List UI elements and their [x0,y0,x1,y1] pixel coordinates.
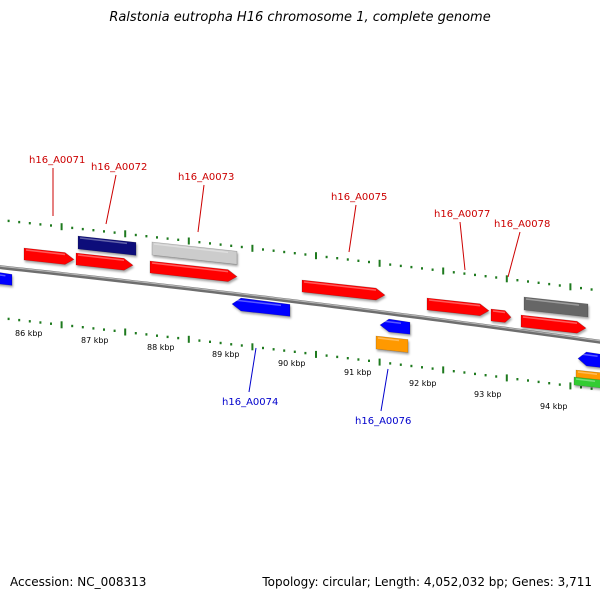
gene-label[interactable]: h16_A0078 [494,219,550,230]
gene-feature-red [490,308,512,323]
gene-feature-blue [231,297,291,317]
gene-feature-highlight [579,353,598,357]
gene-feature-highlight [525,298,580,306]
kbp-label: 93 kbp [474,390,502,399]
gene-feature-darkgray [523,296,589,318]
gene-feature-lightgray [151,241,238,265]
kbp-label: 88 kbp [147,343,175,352]
leader-line [507,231,521,278]
gene-feature-blue [0,272,13,286]
kbp-label: 89 kbp [212,350,240,359]
gene-label[interactable]: h16_A0071 [29,155,85,166]
leader-line [348,204,357,253]
gene-feature-highlight [577,371,598,376]
gene-feature-red [426,297,490,317]
kbp-label: 91 kbp [344,368,372,377]
kbp-label: 86 kbp [15,329,43,338]
gene-labels: h16_A0071 h16_A0072 h16_A0073 h16_A0075 h16_… [29,155,550,427]
kbp-label: 87 kbp [81,336,109,345]
kbp-label: 92 kbp [409,379,437,388]
kbp-label: 90 kbp [278,359,306,368]
gene-feature-highlight [575,378,596,383]
inner-tick-ring [7,317,593,390]
gene-feature-blue [577,351,600,368]
label-leader-lines [52,168,521,412]
gene-feature-highlight [522,316,578,324]
kbp-scale-labels: 86 kbp 87 kbp 88 kbp 89 kbp 90 kbp 91 kbp 92 k… [15,329,568,411]
gene-feature-highlight [0,274,6,277]
backbone-highlight [0,265,600,342]
map-title: Ralstonia eutropha H16 chromosome 1, com… [109,10,491,25]
gene-feature-blue [379,318,411,335]
gene-feature-red [301,279,386,301]
gene-feature-highlight [25,249,66,256]
outer-tick-ring [7,219,593,291]
gene-feature-red [520,314,587,334]
leader-line [459,221,466,271]
gene-feature-green [573,376,600,389]
gene-feature-highlight [153,243,229,254]
gene-feature-highlight [428,299,481,307]
chromosome-backbone [0,265,600,344]
gene-feature-highlight [381,320,402,325]
gene-feature-highlight [303,281,377,291]
gene-feature-highlight [492,310,506,314]
gene-feature-red [149,260,238,282]
gene-label[interactable]: h16_A0075 [331,192,387,203]
gene-feature-highlight [233,299,282,307]
gene-feature-navy [77,235,137,256]
leader-line [248,347,257,393]
gene-label[interactable]: h16_A0076 [355,416,411,427]
gene-label[interactable]: h16_A0077 [434,209,490,220]
gene-feature-orange [375,335,409,353]
gene-feature-highlight [377,337,400,342]
gene-feature-highlight [151,262,229,273]
gene-feature-red [23,247,75,265]
leader-line [380,368,389,412]
leader-line [197,184,205,233]
gene-label[interactable]: h16_A0074 [222,397,278,408]
feature-track [0,235,600,389]
accession-text: Accession: NC_008313 [10,575,147,589]
leader-line [105,174,117,225]
gene-feature-red [75,252,134,271]
gene-feature-highlight [79,237,128,245]
backbone-line [0,265,600,344]
gene-feature-highlight [77,254,125,262]
gene-label[interactable]: h16_A0073 [178,172,234,183]
gene-label[interactable]: h16_A0072 [91,162,147,173]
genome-summary-text: Topology: circular; Length: 4,052,032 bp… [262,575,592,589]
kbp-label: 94 kbp [540,402,568,411]
